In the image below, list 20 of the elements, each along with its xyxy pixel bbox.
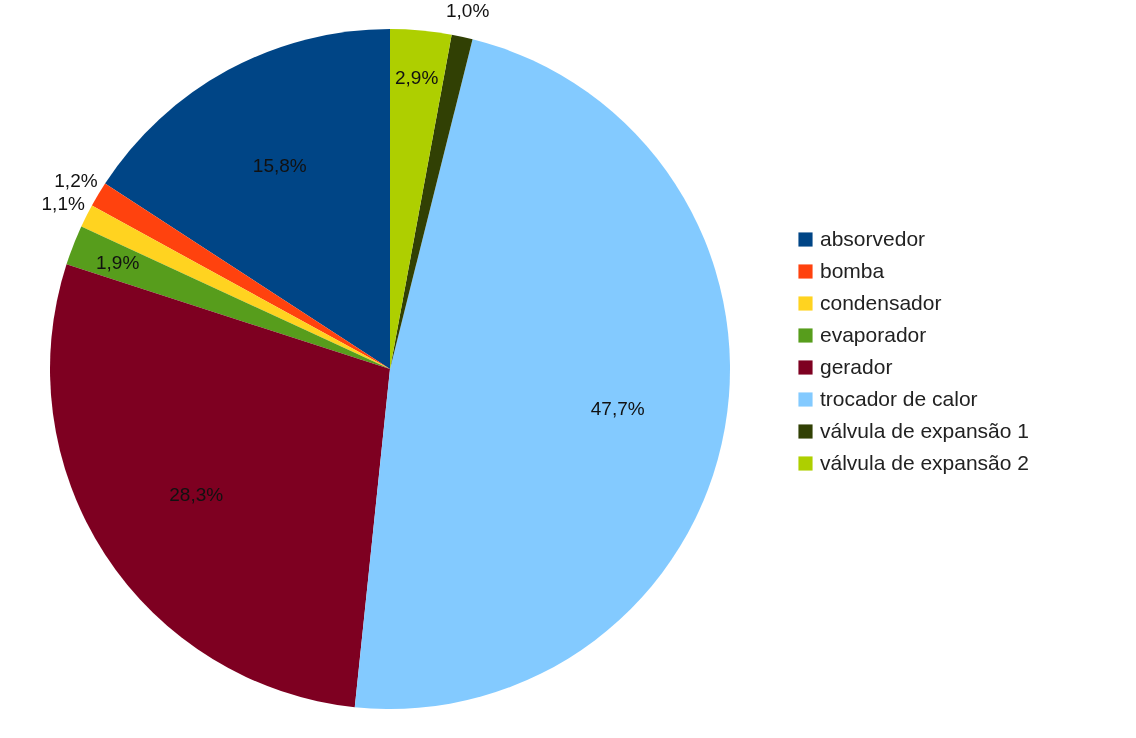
- legend-label: válvula de expansão 2: [820, 450, 1029, 474]
- legend-label: evaporador: [820, 322, 927, 346]
- legend-label: bomba: [820, 258, 885, 282]
- pie-slice: [354, 39, 730, 709]
- data-label: 1,1%: [41, 193, 85, 215]
- legend-label: absorvedor: [820, 226, 926, 250]
- legend-label: válvula de expansão 1: [820, 418, 1029, 442]
- data-label: 28,3%: [169, 484, 224, 506]
- pie-slice: [390, 29, 452, 369]
- data-label: 1,2%: [54, 170, 98, 192]
- pie-slice: [390, 34, 473, 369]
- pie-slice: [66, 226, 390, 369]
- legend-label: gerador: [820, 354, 893, 378]
- data-label: 2,9%: [394, 66, 439, 88]
- data-label: 15,8%: [252, 154, 307, 176]
- legend-label: trocador de calor: [820, 386, 978, 410]
- legend-label: condensador: [820, 290, 942, 314]
- data-label: 1,0%: [446, 0, 490, 22]
- data-label: 47,7%: [590, 398, 645, 420]
- data-label: 1,9%: [96, 251, 140, 273]
